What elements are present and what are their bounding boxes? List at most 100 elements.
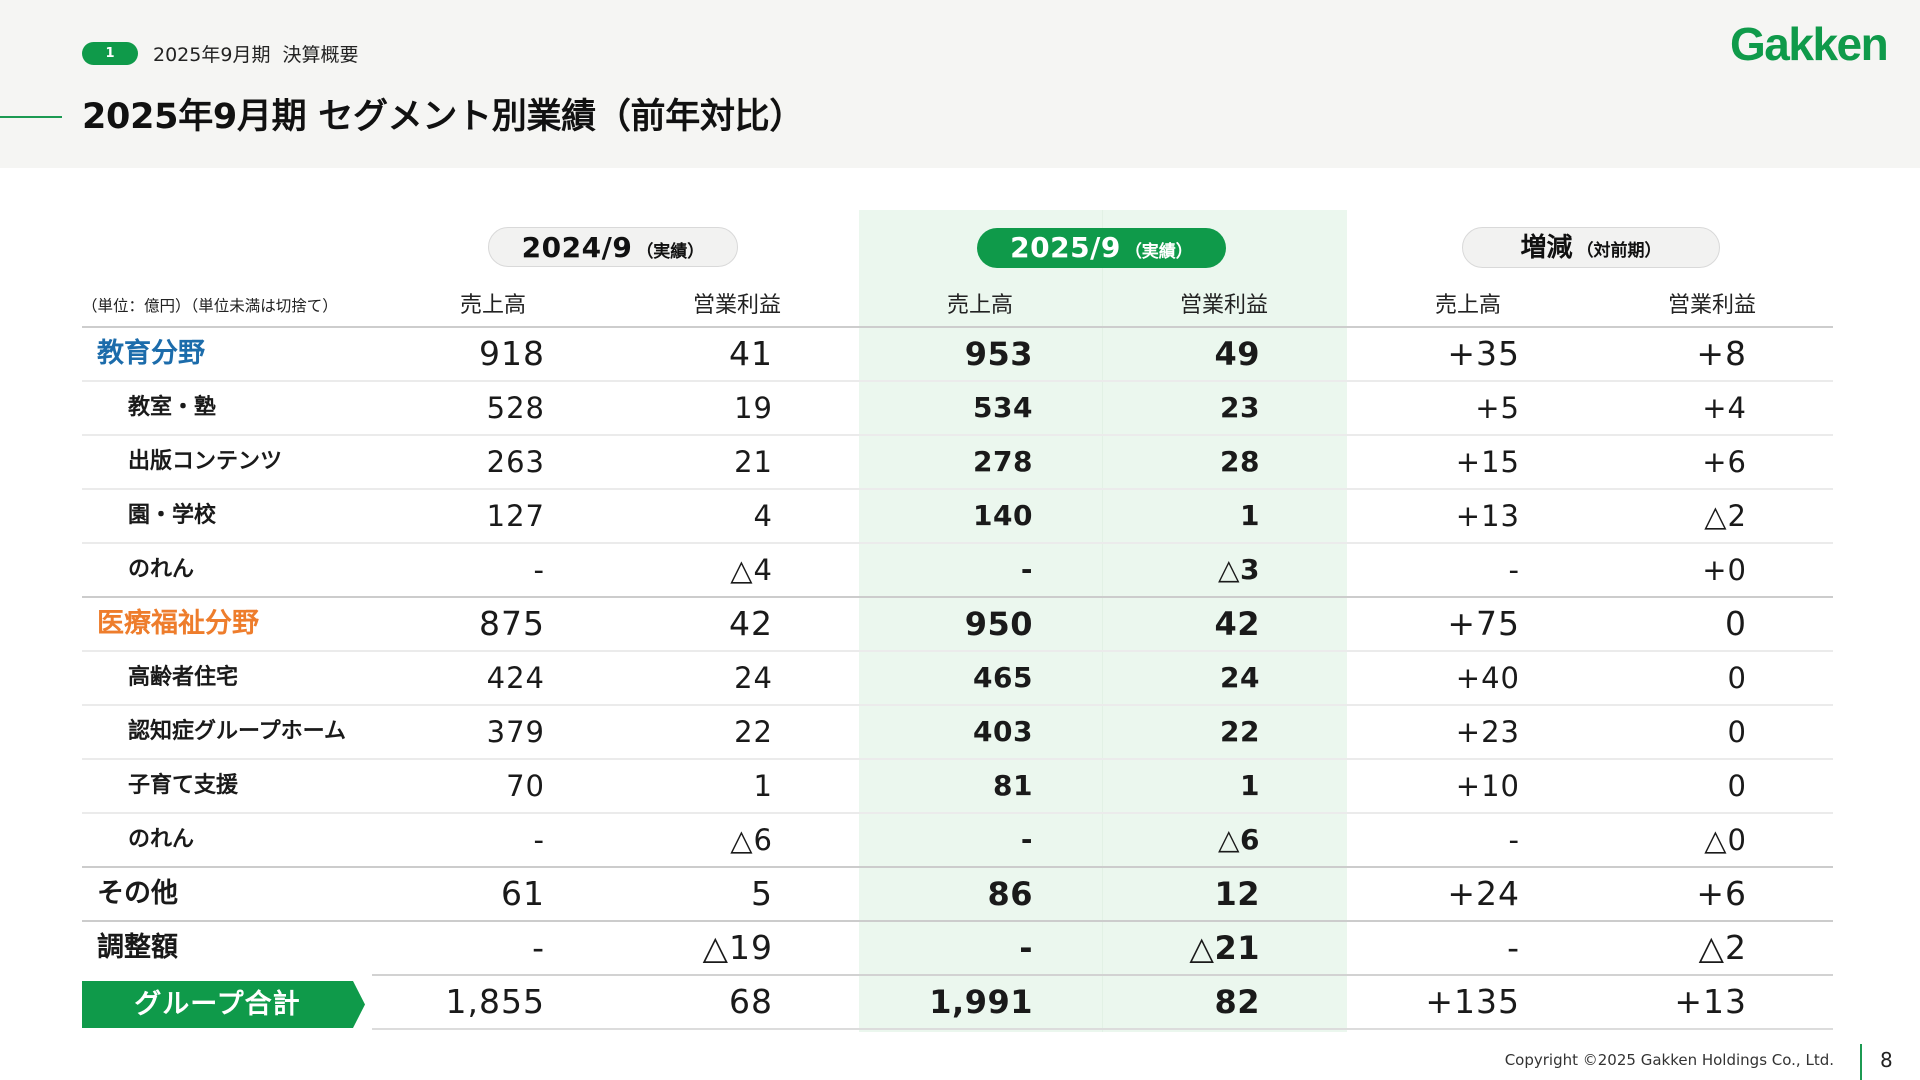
highlight-column-divider xyxy=(1102,210,1103,1032)
cell-2025-op: △6 xyxy=(1217,823,1260,856)
table-row: 子育て支援 70 1 81 1 +10 0 xyxy=(82,760,1833,814)
cell-2024-sales: 127 xyxy=(486,499,545,533)
cell-2024-sales: 528 xyxy=(486,391,545,425)
group-header-2025: 2025/9 （実績） xyxy=(977,228,1226,268)
cell-change-op: +6 xyxy=(1702,445,1747,479)
cell-2024-op: △19 xyxy=(702,928,773,967)
table-row-medical-welfare: 医療福祉分野 875 42 950 42 +75 0 xyxy=(82,598,1833,652)
row-label: 教室・塾 xyxy=(128,395,217,420)
cell-change-sales: +40 xyxy=(1455,661,1520,695)
cell-change-op: +8 xyxy=(1696,334,1747,373)
table-row: のれん - △6 - △6 - △0 xyxy=(82,814,1833,868)
cell-change-sales: +5 xyxy=(1475,391,1520,425)
cell-2025-sales: 1,991 xyxy=(929,983,1033,1021)
cell-change-sales: +15 xyxy=(1455,445,1520,479)
highlight-column-2025 xyxy=(859,210,1347,1032)
cell-change-sales: +13 xyxy=(1455,499,1520,533)
row-label: 調整額 xyxy=(97,932,178,963)
cell-2025-op: 28 xyxy=(1220,445,1260,478)
group-sublabel: （対前期） xyxy=(1576,241,1662,261)
breadcrumb: 2025年9月期 決算概要 xyxy=(153,44,359,66)
cell-2025-op: 42 xyxy=(1214,605,1260,643)
table-row: 出版コンテンツ 263 21 278 28 +15 +6 xyxy=(82,436,1833,490)
cell-2024-sales: 70 xyxy=(506,769,545,803)
header-divider xyxy=(82,326,1833,328)
cell-change-op: +0 xyxy=(1702,553,1747,587)
col-header-2024-op: 営業利益 xyxy=(692,293,781,318)
cell-2025-op: 82 xyxy=(1214,983,1260,1021)
footer-divider xyxy=(1860,1044,1862,1080)
cell-2024-op: △4 xyxy=(730,553,773,587)
cell-2025-sales: 278 xyxy=(973,445,1033,478)
cell-2024-op: 21 xyxy=(734,445,773,479)
col-header-change-sales: 売上高 xyxy=(1434,293,1501,318)
table-row-group-total: グループ合計 1,855 68 1,991 82 +135 +13 xyxy=(82,976,1833,1030)
cell-change-op: △0 xyxy=(1704,823,1747,857)
cell-2025-sales: 534 xyxy=(973,391,1033,424)
cell-2025-sales: 465 xyxy=(973,661,1033,694)
cell-2025-op: 49 xyxy=(1214,335,1260,373)
group-label: 2024/9 xyxy=(521,231,633,264)
cell-change-op: +4 xyxy=(1702,391,1747,425)
cell-2024-op: 68 xyxy=(729,982,773,1021)
section-number-badge: 1 xyxy=(82,42,138,65)
cell-2025-op: △21 xyxy=(1189,929,1260,967)
cell-change-sales: - xyxy=(1508,553,1520,587)
row-label: のれん xyxy=(128,557,195,582)
cell-2024-sales: 61 xyxy=(501,874,545,913)
group-total-arrow-label: グループ合計 xyxy=(82,981,365,1028)
cell-2024-op: △6 xyxy=(730,823,773,857)
cell-2025-op: 1 xyxy=(1240,499,1260,532)
row-label: 出版コンテンツ xyxy=(128,449,283,474)
col-header-2024-sales: 売上高 xyxy=(459,293,526,318)
cell-2025-sales: 86 xyxy=(987,875,1033,913)
cell-2024-op: 19 xyxy=(734,391,773,425)
cell-change-op: +6 xyxy=(1696,874,1747,913)
cell-2025-op: 12 xyxy=(1214,875,1260,913)
cell-2024-op: 42 xyxy=(729,604,773,643)
cell-2025-sales: 403 xyxy=(973,715,1033,748)
cell-2025-op: △3 xyxy=(1217,553,1260,586)
cell-2024-op: 41 xyxy=(729,334,773,373)
row-label: 医療福祉分野 xyxy=(97,608,259,639)
cell-change-sales: - xyxy=(1508,823,1520,857)
cell-change-op: △2 xyxy=(1704,499,1747,533)
cell-2025-op: 23 xyxy=(1220,391,1260,424)
cell-2024-op: 5 xyxy=(751,874,773,913)
cell-2025-op: 24 xyxy=(1220,661,1260,694)
row-label: 教育分野 xyxy=(97,338,205,369)
title-accent-line xyxy=(0,116,62,118)
group-sublabel: （実績） xyxy=(636,242,705,262)
cell-change-op: +13 xyxy=(1674,982,1747,1021)
row-label: グループ合計 xyxy=(134,989,301,1020)
cell-change-sales: +24 xyxy=(1447,874,1520,913)
cell-2025-sales: - xyxy=(1019,929,1033,967)
group-header-change: 増減 （対前期） xyxy=(1462,227,1720,268)
cell-2025-op: 1 xyxy=(1240,769,1260,802)
row-label: 高齢者住宅 xyxy=(128,665,239,690)
cell-2025-sales: 81 xyxy=(993,769,1033,802)
cell-change-sales: +10 xyxy=(1455,769,1520,803)
page-title: 2025年9月期 セグメント別業績（前年対比） xyxy=(82,97,805,137)
table-row-adjustment: 調整額 - △19 - △21 - △2 xyxy=(82,922,1833,976)
cell-2025-sales: 953 xyxy=(964,335,1033,373)
cell-change-sales: +75 xyxy=(1447,604,1520,643)
group-label: 2025/9 xyxy=(1010,231,1121,264)
row-label: のれん xyxy=(128,827,195,852)
cell-2025-sales: 140 xyxy=(973,499,1033,532)
col-header-2025-sales: 売上高 xyxy=(946,293,1013,318)
table-row-other: その他 61 5 86 12 +24 +6 xyxy=(82,868,1833,922)
cell-2025-sales: 950 xyxy=(964,605,1033,643)
table-row: 教室・塾 528 19 534 23 +5 +4 xyxy=(82,382,1833,436)
cell-change-sales: +135 xyxy=(1425,982,1520,1021)
table-row-education: 教育分野 918 41 953 49 +35 +8 xyxy=(82,328,1833,382)
group-sublabel: （実績） xyxy=(1124,242,1193,262)
cell-change-sales: - xyxy=(1507,928,1520,967)
cell-change-op: 0 xyxy=(1727,661,1747,695)
cell-2024-op: 1 xyxy=(753,769,773,803)
cell-2024-sales: - xyxy=(533,553,545,587)
cell-2024-sales: - xyxy=(532,928,545,967)
gakken-logo: Gakken xyxy=(1730,18,1889,70)
cell-2025-op: 22 xyxy=(1220,715,1260,748)
cell-2024-op: 22 xyxy=(734,715,773,749)
